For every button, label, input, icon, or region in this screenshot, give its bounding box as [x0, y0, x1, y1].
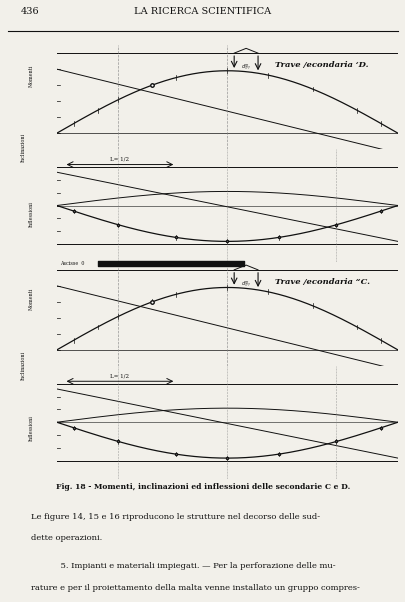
Text: Fig. 18 - Momenti, inclinazioni ed inflessioni delle secondarie C e D.: Fig. 18 - Momenti, inclinazioni ed infle…: [56, 483, 349, 491]
Text: rature e per il proiettamento della malta venne installato un gruppo compres-: rature e per il proiettamento della malt…: [31, 584, 359, 592]
Text: Trave /econdaria “C.: Trave /econdaria “C.: [275, 278, 369, 286]
Text: Momenti: Momenti: [29, 65, 34, 87]
Text: $d^m_{???}$: $d^m_{???}$: [241, 62, 251, 72]
Text: Trave /econdaria ‘D.: Trave /econdaria ‘D.: [275, 61, 368, 69]
Text: Inclinazioni: Inclinazioni: [20, 133, 25, 162]
Text: $d^m_{???}$: $d^m_{???}$: [241, 279, 251, 288]
Text: Inflessioni: Inflessioni: [29, 202, 34, 227]
Text: 436: 436: [20, 7, 39, 16]
Text: Ascisse  0: Ascisse 0: [60, 261, 84, 266]
Text: Inclinazioni: Inclinazioni: [20, 351, 25, 380]
Text: dette operazioni.: dette operazioni.: [31, 535, 102, 542]
Text: Momenti: Momenti: [29, 288, 34, 310]
Text: 5. Impianti e materiali impiegati. — Per la perforazione delle mu-: 5. Impianti e materiali impiegati. — Per…: [50, 562, 335, 570]
Text: Inflessioni: Inflessioni: [29, 415, 34, 441]
Text: Le figure 14, 15 e 16 riproducono le strutture nel decorso delle sud-: Le figure 14, 15 e 16 riproducono le str…: [31, 512, 320, 521]
Text: LA RICERCA SCIENTIFICA: LA RICERCA SCIENTIFICA: [134, 7, 271, 16]
Text: L= 1/2: L= 1/2: [110, 374, 129, 379]
Text: L= 1/2: L= 1/2: [110, 157, 129, 162]
